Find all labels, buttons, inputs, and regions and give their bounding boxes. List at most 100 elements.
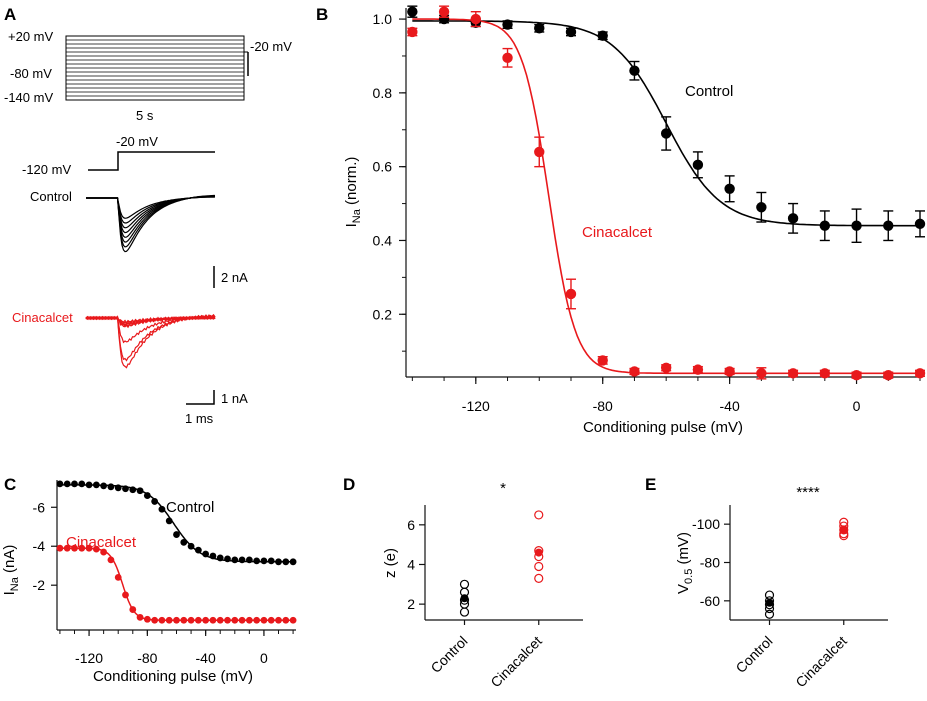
chart-b-point-cinacalcet (438, 6, 450, 17)
chart-c-point-control (78, 480, 86, 488)
chart-c-point-cinacalcet (165, 616, 173, 624)
chart-c-x-tick-label: -120 (75, 650, 103, 666)
panel-letter-a: A (4, 5, 16, 24)
chart-b-point-control (407, 6, 418, 17)
chart-e-x-tick-label: Control (732, 633, 775, 676)
chart-d-point-cinacalcet (534, 561, 544, 572)
voltage-protocol-diagram (65, 35, 249, 101)
scale-bar-2na-label: 2 nA (221, 270, 248, 285)
chart-c-point-cinacalcet (289, 616, 297, 624)
chart-e-mean-control (765, 598, 774, 607)
chart-c-point-cinacalcet (107, 556, 115, 564)
scale-bar-1na-1ms (186, 390, 215, 405)
control-trace (86, 195, 216, 243)
chart-c-point-cinacalcet (71, 544, 78, 552)
panel-c: C -120 -80 -40 0 -6 -4 -2 Conditioning pulse (… (1, 475, 297, 685)
chart-d-ticks: 2 4 6 Control Cinacalcet (407, 517, 545, 691)
chart-c-point-cinacalcet (114, 574, 122, 581)
chart-d-mean-cinacalcet (534, 548, 543, 557)
chart-c-point-control (245, 556, 253, 564)
chart-b-point-control (438, 13, 450, 25)
chart-b-label-cinacalcet: Cinacalcet (582, 224, 653, 241)
chart-b-point-cinacalcet (565, 288, 577, 300)
step-protocol-line (88, 151, 215, 171)
chart-b-point-cinacalcet (914, 368, 926, 379)
control-trace (86, 194, 215, 253)
chart-c-point-cinacalcet (78, 544, 86, 552)
chart-e-point-control (764, 609, 775, 619)
cinacalcet-trace-label: Cinacalcet (12, 310, 73, 325)
chart-b-y-tick-label: 0.2 (373, 306, 393, 322)
chart-c-point-cinacalcet (187, 616, 195, 624)
chart-b-point-control (502, 19, 513, 30)
chart-b-point-cinacalcet (692, 364, 704, 375)
chart-c-point-cinacalcet (100, 548, 108, 556)
chart-c-point-cinacalcet (275, 616, 282, 624)
step-top-label: -20 mV (116, 134, 158, 149)
chart-c-point-control (231, 556, 239, 564)
chart-c-point-cinacalcet (245, 616, 253, 624)
chart-b-point-control (914, 218, 926, 230)
protocol-label-minus140: -140 mV (4, 90, 53, 105)
chart-b-point-control (565, 26, 577, 38)
chart-b-point-cinacalcet (724, 366, 735, 377)
control-trace (86, 195, 216, 248)
chart-b-point-cinacalcet (407, 26, 418, 38)
chart-c-point-cinacalcet (260, 616, 268, 624)
chart-b-point-cinacalcet (470, 13, 482, 25)
chart-b-y-axis-label: INa (norm.) (343, 157, 363, 228)
chart-c-point-control (129, 486, 137, 494)
chart-d-y-tick-label: 6 (407, 517, 415, 533)
chart-c: -120 -80 -40 0 -6 -4 -2 Conditioning pulse (mV… (1, 480, 297, 685)
chart-b-point-control (692, 159, 704, 171)
chart-b-point-control (597, 30, 608, 41)
scale-bar-1na-label: 1 nA (221, 391, 248, 406)
chart-b-point-cinacalcet (819, 368, 831, 379)
chart-c-point-control (151, 498, 159, 505)
chart-b-fit-cinacalcet (412, 18, 920, 375)
chart-b-x-tick-label: -40 (720, 398, 740, 414)
chart-c-point-cinacalcet (267, 616, 275, 624)
chart-b-point-control (819, 220, 831, 231)
chart-c-point-control (216, 554, 224, 562)
chart-d: 2 4 6 Control Cinacalcet z (e) * (382, 480, 583, 690)
chart-c-point-cinacalcet (85, 544, 93, 552)
chart-c-point-control (209, 552, 217, 560)
panel-b: B -120 -80 -40 0 0.2 0.4 0.6 0.8 1.0 Conditionin… (316, 5, 926, 436)
chart-b-point-control (851, 220, 862, 231)
chart-d-data-points (459, 510, 544, 617)
chart-c-point-control (173, 531, 180, 538)
chart-c-point-cinacalcet (253, 616, 261, 624)
chart-c-point-cinacalcet (216, 616, 224, 624)
chart-c-point-cinacalcet (173, 616, 180, 624)
chart-d-point-cinacalcet (534, 510, 544, 520)
chart-b-x-tick-label: -80 (593, 398, 613, 414)
protocol-label-minus20-right: -20 mV (250, 39, 292, 54)
chart-c-point-control (63, 480, 71, 488)
cinacalcet-current-traces (85, 313, 216, 369)
chart-c-point-cinacalcet (180, 616, 188, 624)
chart-c-point-control (282, 558, 290, 566)
chart-c-point-control (253, 557, 261, 565)
chart-c-point-control (289, 558, 297, 566)
chart-c-point-control (202, 550, 210, 558)
chart-d-y-tick-label: 2 (407, 596, 415, 612)
chart-e-significance: **** (796, 484, 820, 501)
chart-d-y-tick-label: 4 (407, 556, 415, 572)
chart-e-point-control (764, 590, 775, 600)
chart-c-point-control (194, 546, 202, 554)
chart-c-x-tick-label: -80 (137, 650, 157, 666)
chart-c-point-cinacalcet (129, 606, 137, 613)
chart-c-point-cinacalcet (238, 616, 246, 624)
chart-b-point-control (534, 23, 545, 34)
chart-c-point-control (238, 556, 246, 564)
chart-c-point-control (56, 480, 64, 488)
chart-b-point-control (756, 202, 767, 213)
chart-c-point-cinacalcet (202, 616, 210, 624)
chart-b-x-axis-label: Conditioning pulse (mV) (583, 419, 743, 436)
chart-c-point-cinacalcet (122, 591, 129, 599)
chart-c-point-control (165, 517, 173, 525)
step-base-label: -120 mV (22, 162, 71, 177)
chart-b-y-tick-label: 0.4 (373, 232, 393, 248)
chart-b-point-control (724, 183, 735, 195)
